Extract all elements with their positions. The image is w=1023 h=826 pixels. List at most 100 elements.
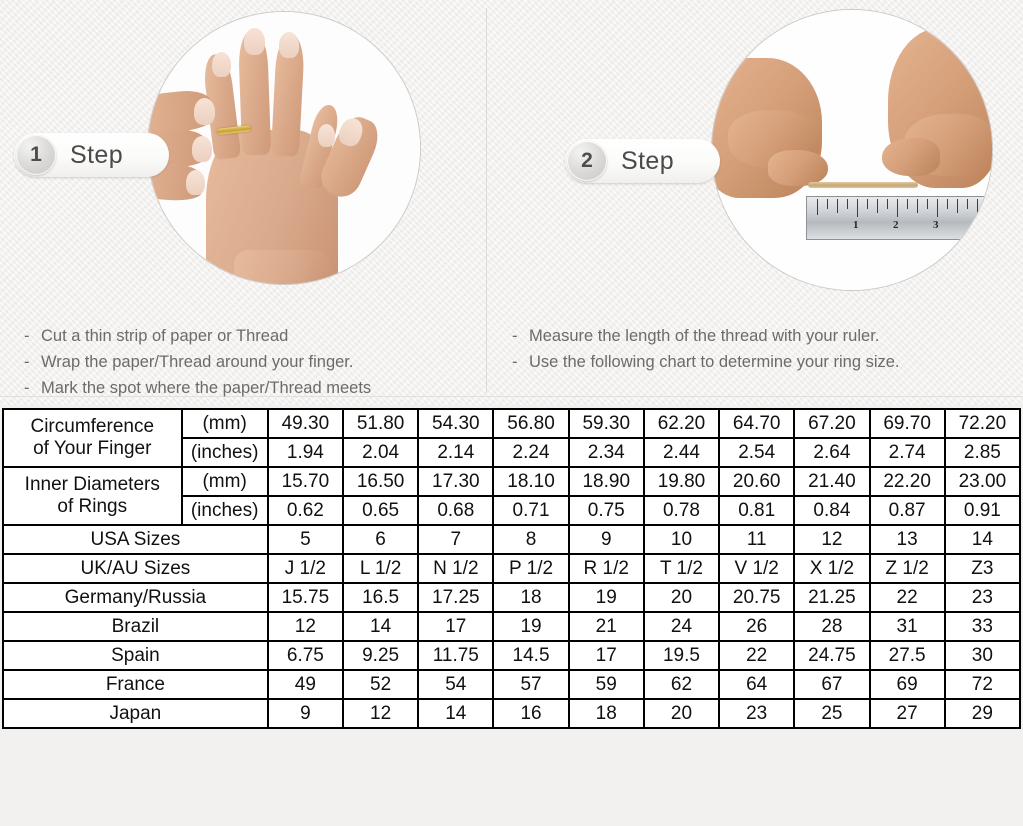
table-cell: Z 1/2 (868, 553, 946, 584)
steel-ruler: 1 2 3 (806, 196, 992, 240)
table-cell: 25 (793, 698, 871, 729)
instruction-text: Use the following chart to determine you… (529, 353, 900, 371)
table-cell: 0.81 (718, 495, 796, 526)
row-label: USA Sizes (2, 524, 269, 555)
table-cell: 0.68 (417, 495, 495, 526)
table-cell: 72.20 (943, 408, 1022, 439)
table-cell: 31 (868, 611, 946, 642)
table-cell: 21.25 (793, 582, 871, 613)
table-cell: 30 (943, 640, 1022, 671)
instruction-line: - Wrap the paper/Thread around your fing… (24, 349, 371, 375)
table-cell: 2.74 (868, 437, 946, 468)
table-cell: 28 (793, 611, 871, 642)
table-cell: 21.40 (793, 466, 871, 497)
table-cell: 54.30 (417, 408, 495, 439)
table-cell: P 1/2 (492, 553, 570, 584)
bullet-dash-icon: - (512, 353, 518, 371)
step-1-label: Step (70, 140, 124, 169)
table-cell: 2.64 (793, 437, 871, 468)
table-cell: 52 (341, 669, 420, 700)
table-cell: 2.24 (492, 437, 570, 468)
table-cell: 19 (567, 582, 645, 613)
table-cell: 0.62 (266, 495, 344, 526)
table-cell: 69 (868, 669, 946, 700)
table-row: Spain 6.75 9.25 11.75 14.5 17 19.5 22 24.75 27.5 3… (2, 640, 1022, 671)
table-cell: 18 (567, 698, 645, 729)
step-2-instructions: - Measure the length of the thread with … (512, 323, 900, 375)
table-cell: V 1/2 (718, 553, 796, 584)
row-label: Germany/Russia (2, 582, 269, 613)
table-cell: Z3 (943, 553, 1022, 584)
table-cell: 9 (266, 698, 344, 729)
instruction-line: - Measure the length of the thread with … (512, 323, 900, 349)
bullet-dash-icon: - (24, 353, 30, 371)
table-cell: 19.5 (642, 640, 721, 671)
table-cell: 22.20 (868, 466, 946, 497)
table-cell: 14 (943, 524, 1022, 555)
table-cell: 17 (567, 640, 645, 671)
instruction-text: Mark the spot where the paper/Thread mee… (41, 379, 372, 397)
table-cell: 22 (868, 582, 946, 613)
step-1-hand-photo (148, 12, 420, 284)
instruction-text: Measure the length of the thread with yo… (529, 327, 880, 345)
table-row: USA Sizes 5 6 7 8 9 10 11 12 13 14 (2, 524, 1022, 555)
table-cell: 17.30 (417, 466, 495, 497)
table-row: UK/AU Sizes J 1/2 L 1/2 N 1/2 P 1/2 R 1/2 T 1/… (2, 553, 1022, 584)
ruler-mark-1: 1 (853, 219, 859, 231)
table-cell: 54 (417, 669, 495, 700)
table-cell: 12 (266, 611, 344, 642)
table-cell: 57 (492, 669, 570, 700)
table-cell: 69.70 (868, 408, 946, 439)
table-row: Germany/Russia 15.75 16.5 17.25 18 19 20 20.75 2… (2, 582, 1022, 613)
table-cell: X 1/2 (793, 553, 871, 584)
row-unit: (mm) (180, 466, 269, 497)
table-cell: 2.34 (567, 437, 645, 468)
table-cell: 1.94 (266, 437, 344, 468)
table-cell: 20.75 (718, 582, 796, 613)
table-cell: 19 (492, 611, 570, 642)
ruler-mark-2: 2 (893, 219, 899, 231)
row-label: Japan (2, 698, 269, 729)
table-cell: 17.25 (417, 582, 495, 613)
table-cell: 67 (793, 669, 871, 700)
table-cell: 27.5 (868, 640, 946, 671)
table-cell: L 1/2 (341, 553, 420, 584)
table-cell: 5 (266, 524, 344, 555)
table-cell: 20 (642, 582, 721, 613)
table-cell: 64 (718, 669, 796, 700)
table-cell: 29 (943, 698, 1022, 729)
table-row: (inches) 1.94 2.04 2.14 2.24 2.34 2.44 2.54 2.64… (3, 437, 1022, 468)
table-cell: 13 (868, 524, 946, 555)
table-cell: 26 (718, 611, 796, 642)
table-cell: 18.90 (567, 466, 645, 497)
table-cell: 72 (943, 669, 1022, 700)
table-cell: 9 (567, 524, 645, 555)
table-cell: 49.30 (266, 408, 344, 439)
table-cell: 17 (417, 611, 495, 642)
table-cell: 15.70 (266, 466, 344, 497)
row-label: Spain (2, 640, 269, 671)
table-cell: 23.00 (943, 466, 1022, 497)
table-cell: 62 (642, 669, 721, 700)
table-cell: 16 (492, 698, 570, 729)
row-label: Brazil (2, 611, 269, 642)
instructions-area: 1 2 3 1 Step 2 Step - Cut a thin strip o… (0, 0, 1023, 405)
table-cell: 0.71 (492, 495, 570, 526)
table-cell: N 1/2 (417, 553, 495, 584)
step-2-ruler-photo: 1 2 3 (712, 10, 992, 290)
table-row: France 49 52 54 57 59 62 64 67 69 72 (2, 669, 1022, 700)
table-cell: 20 (642, 698, 721, 729)
table-row: Circumference of Your Finger (mm) 49.30 51.8… (2, 408, 1022, 468)
table-cell: 24.75 (793, 640, 871, 671)
ring-size-chart: Circumference of Your Finger (mm) 49.30 51.8… (2, 408, 1022, 729)
table-cell: 14.5 (492, 640, 570, 671)
table-cell: 62.20 (642, 408, 721, 439)
table-cell: 24 (642, 611, 721, 642)
bullet-dash-icon: - (24, 327, 30, 345)
table-cell: 10 (642, 524, 721, 555)
row-unit: (inches) (180, 495, 269, 526)
table-cell: 16.50 (341, 466, 420, 497)
table-cell: 12 (793, 524, 871, 555)
row-label: Inner Diameters of Rings (2, 466, 183, 526)
row-unit: (mm) (180, 408, 269, 439)
